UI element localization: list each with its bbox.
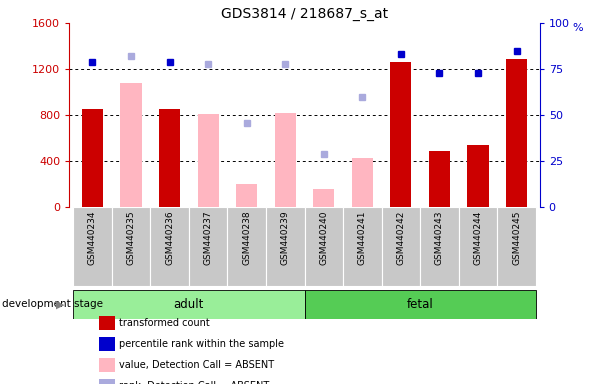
Bar (112, 207, 150, 286)
Bar (150, 207, 189, 286)
Bar (159, 109, 180, 207)
Text: transformed count: transformed count (119, 318, 210, 328)
Text: GSM440239: GSM440239 (281, 210, 289, 265)
Text: ▶: ▶ (56, 299, 65, 310)
Text: GSM440238: GSM440238 (242, 210, 251, 265)
Text: rank, Detection Call = ABSENT: rank, Detection Call = ABSENT (119, 381, 270, 384)
Bar (274, 113, 296, 207)
Text: GSM440242: GSM440242 (396, 210, 405, 265)
Text: percentile rank within the sample: percentile rank within the sample (119, 339, 285, 349)
Bar (506, 59, 527, 207)
Bar (266, 207, 305, 286)
Bar (73, 207, 112, 286)
Bar (352, 158, 373, 207)
Text: GSM440236: GSM440236 (165, 210, 174, 265)
Bar (305, 207, 343, 286)
Text: GSM440244: GSM440244 (473, 210, 482, 265)
Bar (382, 207, 420, 286)
Text: adult: adult (174, 298, 204, 311)
Bar (189, 207, 227, 286)
Text: GSM440241: GSM440241 (358, 210, 367, 265)
Bar (236, 184, 257, 207)
Bar (429, 151, 450, 207)
Bar (343, 207, 382, 286)
Text: development stage: development stage (2, 299, 103, 310)
Bar (467, 145, 488, 207)
Bar (313, 189, 335, 207)
Text: fetal: fetal (407, 298, 434, 311)
Text: %: % (573, 23, 583, 33)
Bar (305, 290, 536, 319)
Bar (390, 62, 411, 207)
Title: GDS3814 / 218687_s_at: GDS3814 / 218687_s_at (221, 7, 388, 21)
Bar (198, 114, 219, 207)
Bar (497, 207, 536, 286)
Text: value, Detection Call = ABSENT: value, Detection Call = ABSENT (119, 360, 274, 370)
Bar (420, 207, 459, 286)
Bar (459, 207, 497, 286)
Text: GSM440234: GSM440234 (88, 210, 97, 265)
Text: GSM440237: GSM440237 (204, 210, 213, 265)
Text: GSM440245: GSM440245 (512, 210, 521, 265)
Text: GSM440235: GSM440235 (127, 210, 136, 265)
Bar (227, 207, 266, 286)
Text: GSM440243: GSM440243 (435, 210, 444, 265)
Bar (121, 83, 142, 207)
Text: GSM440240: GSM440240 (320, 210, 328, 265)
Bar (82, 109, 103, 207)
Bar (73, 290, 305, 319)
